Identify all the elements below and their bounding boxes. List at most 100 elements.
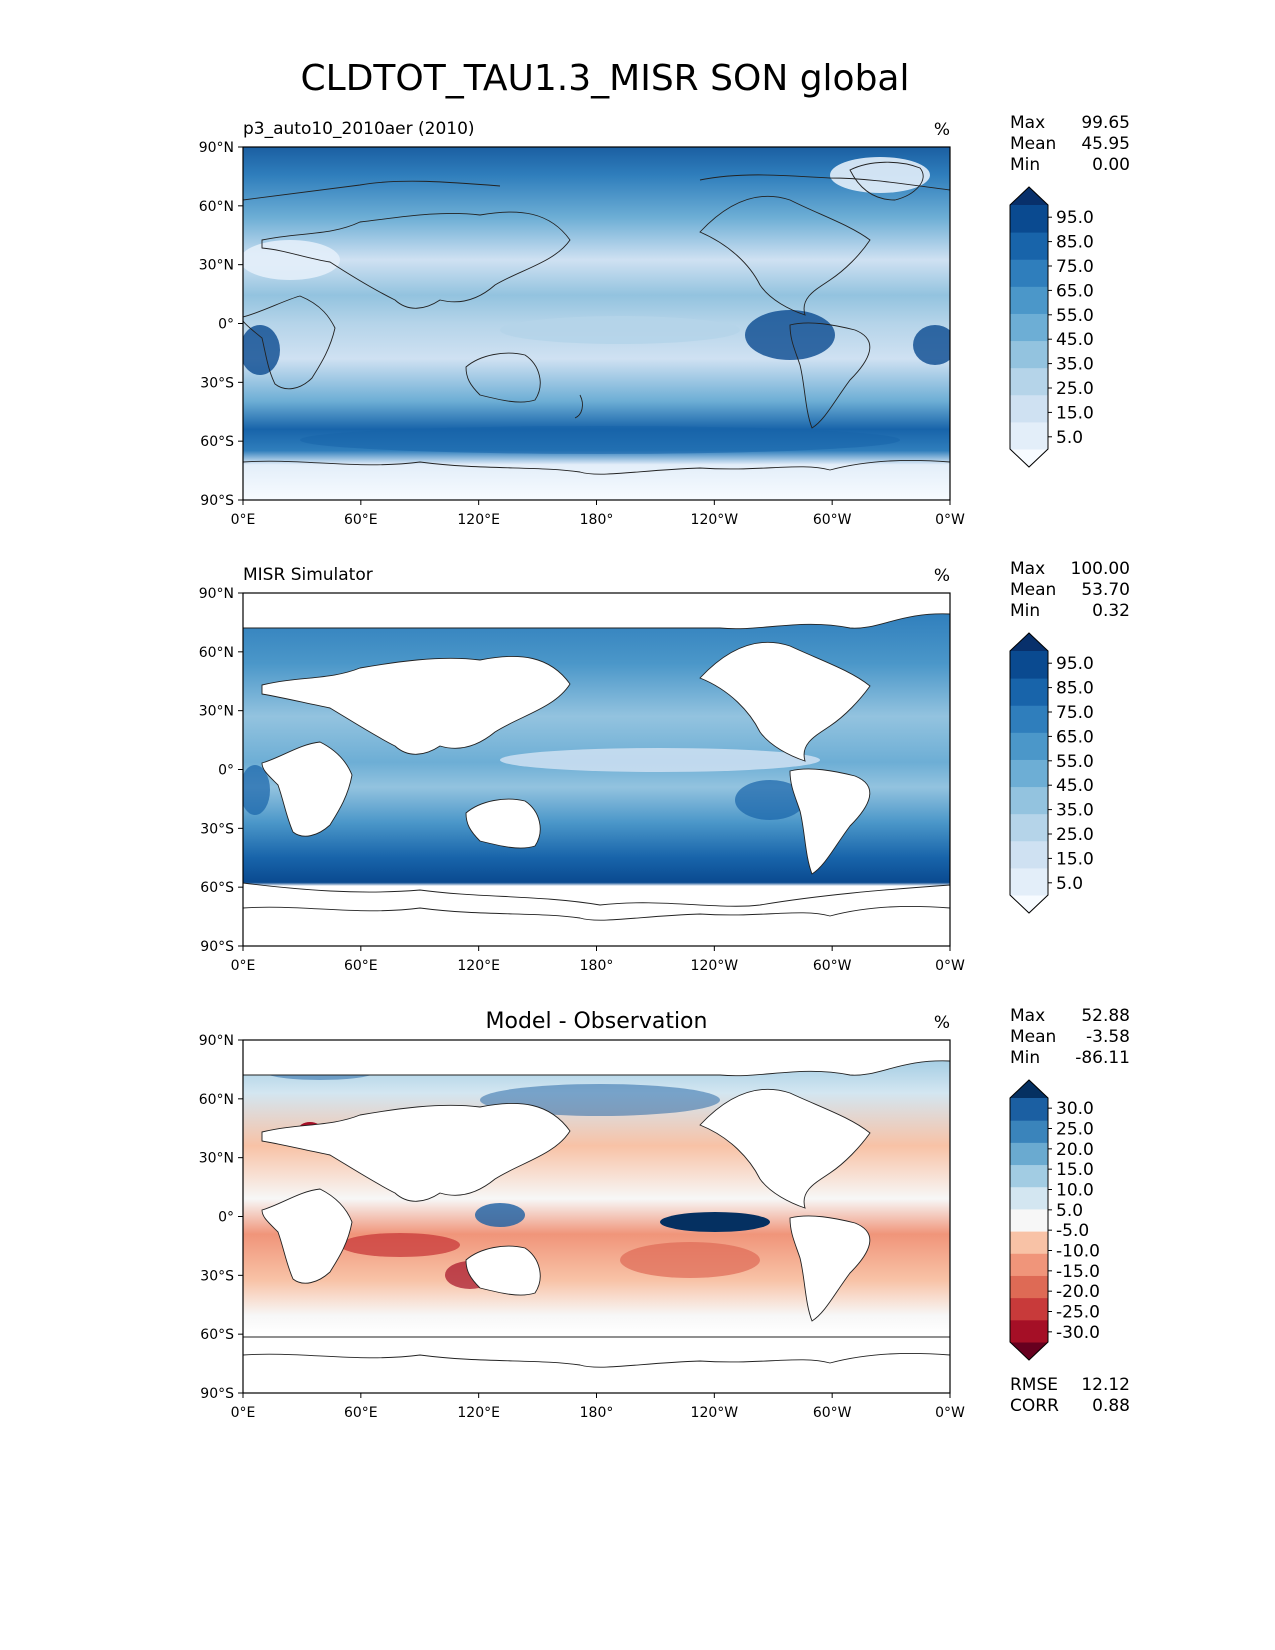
colorbar-tick-label: 45.0 [1056,776,1094,796]
colorbar-tick-label: 30.0 [1056,1099,1094,1119]
lat-tick-label: 0° [218,1210,234,1226]
colorbar-segment [1010,813,1048,842]
diff-blob [620,1242,760,1278]
lat-tick-label: 90°S [200,939,234,955]
colorbar-segment [1010,732,1048,760]
colorbar-tick-label: 15.0 [1056,849,1094,869]
lat-tick-label: 30°S [200,1268,234,1284]
colorbar-segment [1010,205,1048,233]
model-blob [300,426,900,454]
colorbar-tick-label: 45.0 [1056,330,1094,350]
colorbar-segment [1010,1098,1048,1121]
lon-tick-label: 180° [580,1405,614,1421]
stat-value: 99.65 [1081,113,1130,133]
colorbar-segment [1010,259,1048,287]
lon-tick-label: 60°W [813,1405,852,1421]
colorbar-tick-label: -10.0 [1056,1242,1100,1262]
colorbar-segment [1010,367,1048,396]
lon-tick-label: 120°E [457,958,500,974]
metric-value: 12.12 [1081,1375,1130,1395]
colorbar-segment [1010,1253,1048,1276]
colorbar-segment [1010,786,1048,815]
model-blob [913,325,950,365]
colorbar-tick-label: 5.0 [1056,428,1083,448]
colorbar-extend-low [1010,895,1048,913]
obs-blob [735,780,805,820]
colorbar-tick-label: 5.0 [1056,1201,1083,1221]
stat-value: -86.11 [1075,1048,1130,1068]
colorbar-tick-label: -20.0 [1056,1282,1100,1302]
colorbar-extend-high [1010,187,1048,205]
panel-left-title: MISR Simulator [243,565,373,585]
colorbar-tick-label: 35.0 [1056,355,1094,375]
annotations: 90°N 60°N 30°N 0° 30°S 60°S 90°S 0°E 60°E 120°E 18… [199,113,1130,1421]
lat-tick-label: 60°N [199,1092,234,1108]
panel-center-title: Model - Observation [486,1009,708,1034]
colorbar-tick-label: 55.0 [1056,306,1094,326]
colorbar-tick-label: 65.0 [1056,727,1094,747]
lat-tick-label: 30°N [199,258,234,274]
colorbar-tick-label: 35.0 [1056,801,1094,821]
colorbar-tick-label: -5.0 [1056,1221,1089,1241]
colorbar-segment [1010,1186,1048,1210]
panel-left-title: p3_auto10_2010aer (2010) [243,119,475,139]
colorbar-tick-label: 20.0 [1056,1140,1094,1160]
stat-label: Max [1010,559,1045,579]
colorbar-tick-label: -15.0 [1056,1262,1100,1282]
panel-observation [242,592,951,947]
lon-tick-label: 120°W [691,1405,739,1421]
panel-units: % [934,120,950,140]
colorbar-segment [1010,1231,1048,1254]
colorbar-segment [1010,1319,1048,1343]
stat-label: Mean [1010,580,1056,600]
lon-tick-label: 0°W [935,958,965,974]
stat-label: Mean [1010,134,1056,154]
stat-label: Max [1010,113,1045,133]
lon-tick-label: 60°W [813,512,852,528]
colorbar-segment [1010,1208,1048,1232]
diff-blob [475,1203,525,1227]
lon-tick-label: 0°E [231,512,256,528]
colorbar-segment [1010,840,1048,869]
lat-tick-label: 0° [218,317,234,333]
colorbar-segment [1010,1275,1048,1299]
lon-tick-label: 120°E [457,1405,500,1421]
colorbar-extend-high [1010,1080,1048,1098]
colorbar-outline [1009,632,1049,914]
stat-value: -3.58 [1086,1027,1130,1047]
stat-value: 45.95 [1081,134,1130,154]
lat-tick-label: 0° [218,763,234,779]
panel-difference [242,1039,951,1394]
colorbar-segment [1010,421,1048,450]
diff-land-mask [243,1040,950,1393]
colorbar-segment [1010,651,1048,679]
colorbar-segment [1010,678,1048,706]
diff-blob [340,1233,460,1257]
stat-value: 0.00 [1092,155,1130,175]
colorbar-tick-label: 25.0 [1056,1120,1094,1140]
lat-tick-label: 90°N [199,1033,234,1049]
colorbar-tick-label: 75.0 [1056,257,1094,277]
colorbar-segment [1010,1164,1048,1188]
panel-units: % [934,1013,950,1033]
colorbar-extend-low [1010,449,1048,467]
stat-label: Min [1010,155,1040,175]
colorbar-segment [1010,232,1048,260]
colorbar-tick-label: 25.0 [1056,825,1094,845]
colorbar-segment [1010,313,1048,342]
lat-tick-label: 30°N [199,1151,234,1167]
lat-tick-label: 30°S [200,821,234,837]
lat-tick-label: 90°N [199,586,234,602]
obs-blob [500,748,820,772]
colorbar-segment [1010,759,1048,788]
lon-tick-label: 60°E [344,512,378,528]
diff-blob [660,1212,770,1232]
lon-tick-label: 180° [580,958,614,974]
lon-tick-label: 60°E [344,1405,378,1421]
figure-title: CLDTOT_TAU1.3_MISR SON global [301,58,910,99]
lon-tick-label: 0°E [231,958,256,974]
colorbar-tick-label: 85.0 [1056,679,1094,699]
colorbar-tick-label: 15.0 [1056,403,1094,423]
model-blob [243,240,340,280]
